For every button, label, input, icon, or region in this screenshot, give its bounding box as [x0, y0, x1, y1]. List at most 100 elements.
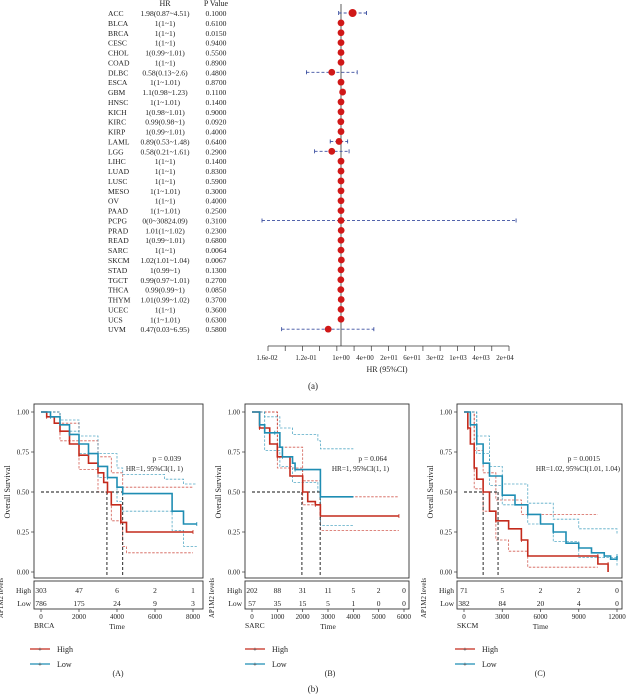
km-risk-group-label: High	[439, 586, 454, 595]
forest-row-p: 0.8700	[206, 78, 227, 87]
forest-point	[337, 276, 345, 284]
km-y-tick-label: 0.25	[17, 529, 30, 537]
km-risk-count: 5	[326, 599, 330, 608]
forest-row-p: 0.3000	[206, 187, 227, 196]
forest-point	[324, 325, 332, 333]
km-risk-count: 2	[577, 586, 581, 595]
km-x-tick-label: 0	[250, 613, 254, 621]
forest-row-p: 0.3700	[206, 296, 227, 305]
km-risk-count: 0	[615, 599, 619, 608]
forest-row-hr: 1(1~1)	[155, 167, 176, 176]
forest-x-tick-label: 1.2e-01	[295, 354, 317, 362]
km-panel-sarc: Overall Survival 0.00 0.25 0.50 0.75 1.00 p = …	[208, 403, 412, 678]
km-curve-low	[252, 411, 354, 498]
km-y-tick-label: 0.25	[440, 529, 453, 537]
km-p-value: p = 0.0015	[568, 454, 601, 463]
forest-point	[337, 177, 345, 185]
forest-row-hr: 1(1~1.01)	[150, 207, 181, 216]
km-y-tick-label: 1.00	[228, 409, 241, 417]
forest-row-name: THCA	[108, 286, 129, 295]
km-risk-label: AP1M2 levels	[0, 578, 5, 619]
forest-row-name: TGCT	[108, 276, 128, 285]
forest-row-p: 0.6800	[206, 236, 227, 245]
forest-row-hr: 1(0.98~1.01)	[145, 108, 185, 117]
forest-point	[337, 19, 345, 27]
km-hr-text: HR=1, 95%CI(1, 1)	[332, 465, 390, 473]
forest-row-name: KICH	[108, 108, 127, 117]
forest-point	[337, 266, 345, 274]
forest-point	[337, 217, 345, 224]
km-y-tick-label: 1.00	[440, 409, 453, 417]
km-risk-count: 5	[500, 586, 504, 595]
forest-point	[337, 167, 345, 175]
km-x-tick-label: 5000	[372, 613, 387, 621]
km-risk-count: 15	[299, 599, 307, 608]
forest-x-tick-label: 1.6e-02	[256, 354, 278, 362]
forest-row-hr: 1.01(0.99~1.02)	[140, 296, 190, 305]
forest-row-hr: 1(1~1.01)	[150, 78, 181, 87]
km-plot-frame	[456, 403, 623, 579]
km-low-ci-lower	[464, 411, 618, 566]
km-legend-label: High	[272, 645, 288, 654]
km-risk-count: 0	[377, 599, 381, 608]
km-x-axis-label: Time	[109, 622, 125, 631]
km-y-tick-label: 0.75	[440, 449, 453, 457]
km-p-value: p = 0.039	[152, 454, 181, 463]
forest-row-p: 0.2300	[206, 226, 227, 235]
km-risk-count: 11	[324, 586, 331, 595]
forest-row-name: PCPG	[108, 216, 128, 225]
forest-row-p: 0.1400	[206, 98, 227, 107]
forest-row-hr: 0.99(0.98~1)	[145, 118, 185, 127]
forest-point	[337, 128, 345, 135]
forest-point	[328, 68, 336, 76]
forest-row-hr: 1.1(0.98~1.23)	[142, 88, 188, 97]
forest-row-name: LUSC	[108, 177, 127, 186]
forest-point	[337, 157, 345, 165]
forest-x-tick-label: 4e+00	[356, 354, 374, 362]
km-y-tick-label: 0.50	[440, 489, 453, 497]
km-panel-skcm: Overall Survival 0.00 0.25 0.50 0.75 1.00 p = …	[420, 403, 626, 678]
forest-row-hr: 0.89(0.53~1.48)	[140, 137, 190, 146]
forest-point	[337, 256, 345, 264]
forest-row-hr: 1(1~1.01)	[150, 98, 181, 107]
forest-row-name: UCS	[108, 315, 123, 324]
figure-label-b: (b)	[308, 684, 319, 694]
km-risk-table-frame	[456, 580, 623, 610]
km-legend-label: Low	[272, 660, 287, 669]
forest-row-hr: 1(0.99~1)	[150, 266, 181, 275]
forest-row-p: 0.0064	[206, 246, 227, 255]
forest-row-p: 0.3100	[206, 216, 227, 225]
forest-row-hr: 1(0.99~1.01)	[145, 49, 185, 58]
km-plot-frame	[244, 403, 410, 579]
km-x-tick-label: 6000	[534, 613, 549, 621]
km-legend-marker: +	[253, 661, 257, 669]
forest-point	[337, 39, 345, 47]
forest-row-name: HNSC	[108, 98, 128, 107]
forest-x-tick-label: 4e+03	[472, 354, 490, 362]
km-y-tick-label: 0.00	[228, 569, 241, 577]
forest-row-p: 0.9000	[206, 108, 227, 117]
km-risk-count: 6	[115, 586, 119, 595]
km-curve-low	[41, 411, 197, 525]
forest-row-hr: 1(1~1.01)	[150, 315, 181, 324]
forest-point	[337, 59, 345, 66]
forest-point	[337, 29, 345, 37]
forest-row-p: 0.0850	[206, 286, 227, 295]
km-risk-count: 1	[351, 599, 355, 608]
forest-row-name: KIRP	[108, 128, 125, 137]
forest-row-p: 0.6100	[206, 19, 227, 28]
forest-row-name: CHOL	[108, 49, 129, 58]
km-risk-count: 31	[299, 586, 307, 595]
forest-row-p: 0.4800	[206, 68, 227, 77]
forest-row-hr: 1(1~1)	[155, 39, 176, 48]
km-risk-count: 2	[153, 586, 157, 595]
forest-row-name: OV	[108, 197, 119, 206]
forest-row-name: GBM	[108, 88, 126, 97]
forest-row-name: UVM	[108, 325, 126, 334]
forest-point	[328, 147, 336, 155]
forest-row-hr: 0.99(0.97~1.01)	[140, 276, 190, 285]
km-hr-text: HR=1, 95%CI(1, 1)	[126, 465, 184, 473]
forest-row-name: SARC	[108, 246, 128, 255]
forest-point	[339, 88, 347, 96]
